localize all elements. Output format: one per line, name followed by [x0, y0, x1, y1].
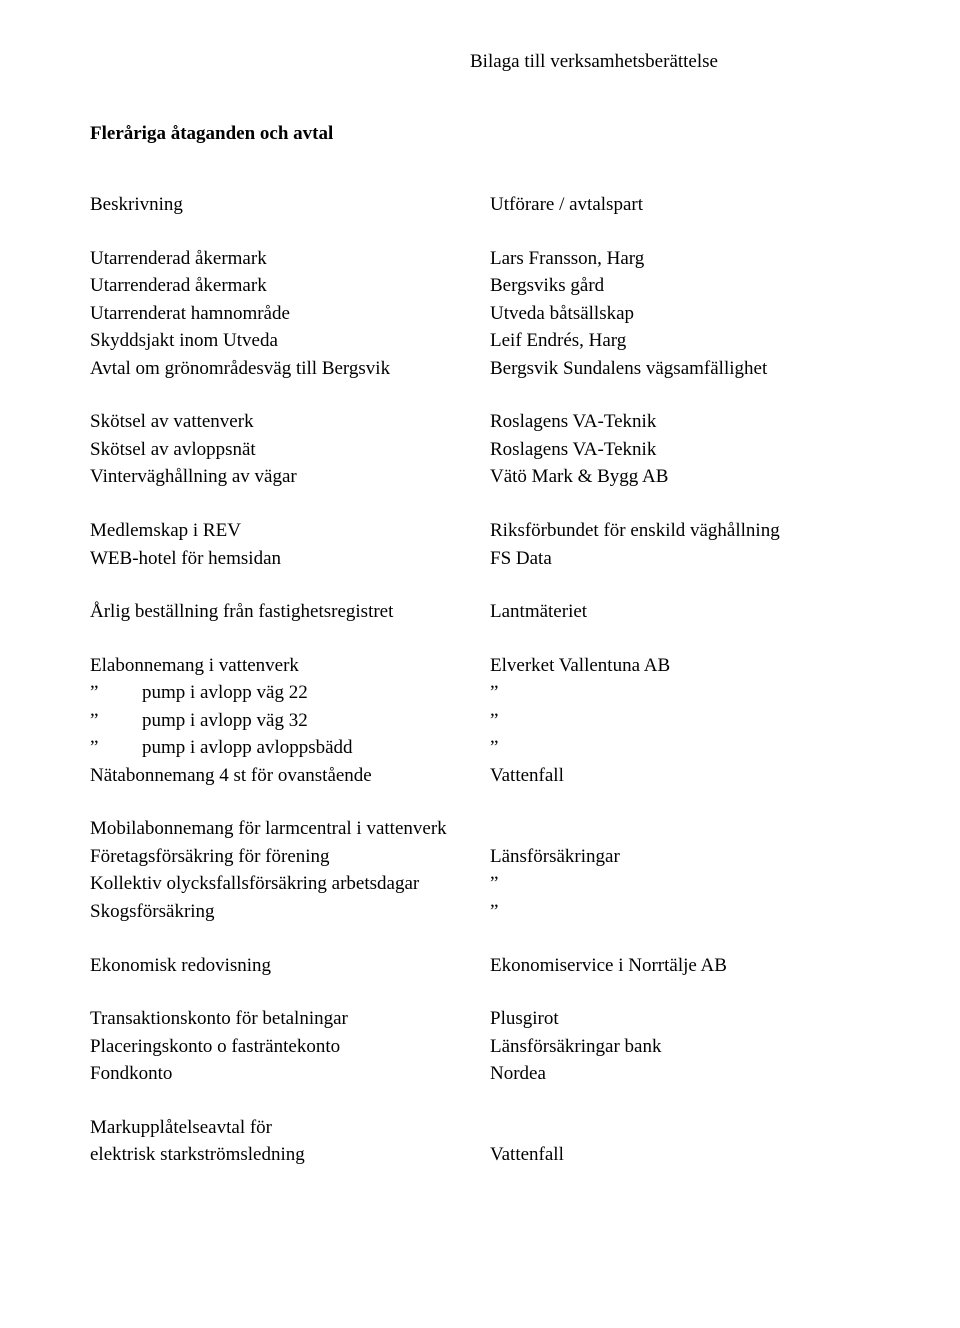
party: Elverket Vallentuna AB [490, 652, 870, 680]
desc: Nätabonnemang 4 st för ovanstående [90, 762, 490, 790]
desc: Vinterväghållning av vägar [90, 463, 490, 491]
desc: elektrisk starkströmsledning [90, 1141, 490, 1169]
desc: Skötsel av vattenverk [90, 408, 490, 436]
desc: Fondkonto [90, 1060, 490, 1088]
desc: Utarrenderad åkermark [90, 272, 490, 300]
party: ” [490, 898, 870, 926]
party: ” [490, 870, 870, 898]
ditto-mark: ” [90, 679, 142, 707]
party: Vattenfall [490, 1141, 870, 1169]
party: ” [490, 679, 870, 707]
desc: Utarrenderat hamnområde [90, 300, 490, 328]
ditto-text: pump i avlopp väg 22 [142, 682, 308, 703]
group-1: Utarrenderad åkermarkLars Fransson, Harg… [90, 245, 870, 383]
party: Länsförsäkringar bank [490, 1033, 870, 1061]
desc: ”pump i avlopp väg 22 [90, 679, 490, 707]
group-5: Elabonnemang i vattenverk Elverket Valle… [90, 652, 870, 790]
party [490, 1114, 870, 1142]
section-title: Fleråriga åtaganden och avtal [90, 120, 870, 148]
party: Roslagens VA-Teknik [490, 436, 870, 464]
desc: WEB-hotel för hemsidan [90, 545, 490, 573]
party: Roslagens VA-Teknik [490, 408, 870, 436]
group-6: Mobilabonnemang för larmcentral i vatten… [90, 815, 870, 925]
desc: Kollektiv olycksfallsförsäkring arbetsda… [90, 870, 490, 898]
desc: Mobilabonnemang för larmcentral i vatten… [90, 815, 490, 843]
ditto-mark: ” [90, 707, 142, 735]
desc: Elabonnemang i vattenverk [90, 652, 490, 680]
desc: Årlig beställning från fastighetsregistr… [90, 598, 490, 626]
party: Vätö Mark & Bygg AB [490, 463, 870, 491]
ditto-text: pump i avlopp avloppsbädd [142, 737, 353, 758]
desc: Transaktionskonto för betalningar [90, 1005, 490, 1033]
desc: Medlemskap i REV [90, 517, 490, 545]
desc: ”pump i avlopp väg 32 [90, 707, 490, 735]
party: FS Data [490, 545, 870, 573]
party [490, 815, 870, 843]
party: Utveda båtsällskap [490, 300, 870, 328]
group-9: Markupplåtelseavtal för elektrisk starks… [90, 1114, 870, 1169]
party: Riksförbundet för enskild väghållning [490, 517, 870, 545]
party: Vattenfall [490, 762, 870, 790]
desc: ”pump i avlopp avloppsbädd [90, 734, 490, 762]
party: Lars Fransson, Harg [490, 245, 870, 273]
party: Bergsvik Sundalens vägsamfällighet [490, 355, 870, 383]
party: Plusgirot [490, 1005, 870, 1033]
desc: Skyddsjakt inom Utveda [90, 327, 490, 355]
party: Lantmäteriet [490, 598, 870, 626]
group-2: Skötsel av vattenverkRoslagens VA-Teknik… [90, 408, 870, 491]
party: Länsförsäkringar [490, 843, 870, 871]
desc: Avtal om grönområdesväg till Bergsvik [90, 355, 490, 383]
party: ” [490, 707, 870, 735]
party: Nordea [490, 1060, 870, 1088]
party: Ekonomiservice i Norrtälje AB [490, 952, 870, 980]
desc: Markupplåtelseavtal för [90, 1114, 490, 1142]
desc: Utarrenderad åkermark [90, 245, 490, 273]
desc: Skötsel av avloppsnät [90, 436, 490, 464]
desc: Skogsförsäkring [90, 898, 490, 926]
desc: Placeringskonto o fasträntekonto [90, 1033, 490, 1061]
desc: Företagsförsäkring för förening [90, 843, 490, 871]
ditto-text: pump i avlopp väg 32 [142, 710, 308, 731]
group-4: Årlig beställning från fastighetsregistr… [90, 598, 870, 626]
group-7: Ekonomisk redovisningEkonomiservice i No… [90, 952, 870, 980]
desc: Ekonomisk redovisning [90, 952, 490, 980]
col-header-right: Utförare / avtalspart [490, 191, 870, 219]
ditto-mark: ” [90, 734, 142, 762]
party: Bergsviks gård [490, 272, 870, 300]
party: ” [490, 734, 870, 762]
column-headers: Beskrivning Utförare / avtalspart [90, 191, 870, 219]
group-8: Transaktionskonto för betalningarPlusgir… [90, 1005, 870, 1088]
party: Leif Endrés, Harg [490, 327, 870, 355]
group-3: Medlemskap i REVRiksförbundet för enskil… [90, 517, 870, 572]
col-header-left: Beskrivning [90, 191, 490, 219]
page-header: Bilaga till verksamhetsberättelse [470, 48, 870, 76]
